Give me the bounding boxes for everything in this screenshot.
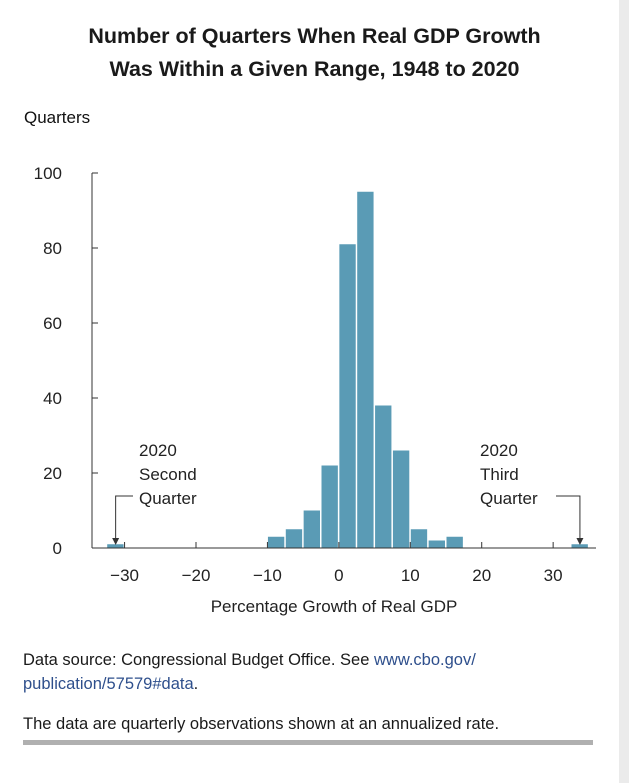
bottom-rule: [23, 740, 593, 745]
annotation-text: Second: [139, 465, 197, 484]
y-axis: 0 20 40 60 80 100: [34, 164, 98, 558]
y-axis-title: Quarters: [24, 108, 91, 127]
y-tick-label: 80: [43, 239, 62, 258]
histogram-bar: [321, 465, 338, 548]
annotation-text: Quarter: [480, 489, 538, 508]
annotation-text: 2020: [480, 441, 518, 460]
histogram-bar: [428, 540, 445, 548]
histogram-bar: [303, 510, 320, 548]
y-tick-label: 60: [43, 314, 62, 333]
data-source: Data source: Congressional Budget Office…: [23, 648, 593, 696]
y-tick-label: 0: [53, 539, 62, 558]
histogram-bar: [375, 405, 392, 548]
histogram-bar: [285, 529, 303, 548]
x-tick-label: 10: [401, 566, 420, 585]
x-tick-label: −20: [182, 566, 211, 585]
histogram-bar: [339, 244, 356, 548]
annotation-text: Quarter: [139, 489, 197, 508]
annotation-leader-right: [556, 495, 581, 539]
annotation-text: Third: [480, 465, 519, 484]
annotation-leader-left: [115, 495, 133, 539]
source-suffix: .: [193, 675, 199, 693]
x-axis: −30 −20 −10 0 10 20 30: [92, 542, 596, 585]
x-tick-label: 20: [472, 566, 491, 585]
source-link[interactable]: www.cbo.gov/​publication/57579#data: [23, 651, 476, 693]
y-tick-label: 100: [34, 164, 62, 183]
y-tick-label: 40: [43, 389, 62, 408]
x-tick-label: −10: [253, 566, 282, 585]
x-tick-label: −30: [110, 566, 139, 585]
chart-title: Number of Quarters When Real GDP Growth …: [0, 20, 629, 86]
histogram-bar: [410, 529, 428, 548]
histogram-bar: [267, 536, 285, 548]
annotation-text: 2020: [139, 441, 177, 460]
bars-group: [107, 191, 588, 548]
source-prefix: Data source: Congressional Budget Office…: [23, 651, 374, 669]
chart-note: The data are quarterly observations show…: [23, 715, 500, 733]
annotation-arrow-right: [576, 538, 584, 545]
annotation-arrow-left: [112, 538, 120, 545]
histogram-bar: [571, 544, 588, 548]
histogram-bar: [446, 536, 463, 548]
x-tick-label: 30: [544, 566, 563, 585]
histogram-bar: [107, 544, 124, 548]
histogram-bar: [392, 450, 410, 548]
chart-title-line-2: Was Within a Given Range, 1948 to 2020: [109, 57, 520, 81]
annotations: 2020 Second Quarter 2020 Third Quarter: [112, 441, 584, 545]
chart-title-line-1: Number of Quarters When Real GDP Growth: [88, 24, 541, 48]
histogram-chart: 0 20 40 60 80 100 −30 −20 −10 0 10 20 30 2020 Second…: [34, 164, 596, 616]
x-tick-label: 0: [334, 566, 343, 585]
x-axis-title: Percentage Growth of Real GDP: [211, 597, 458, 616]
histogram-bar: [357, 191, 374, 548]
y-tick-label: 20: [43, 464, 62, 483]
